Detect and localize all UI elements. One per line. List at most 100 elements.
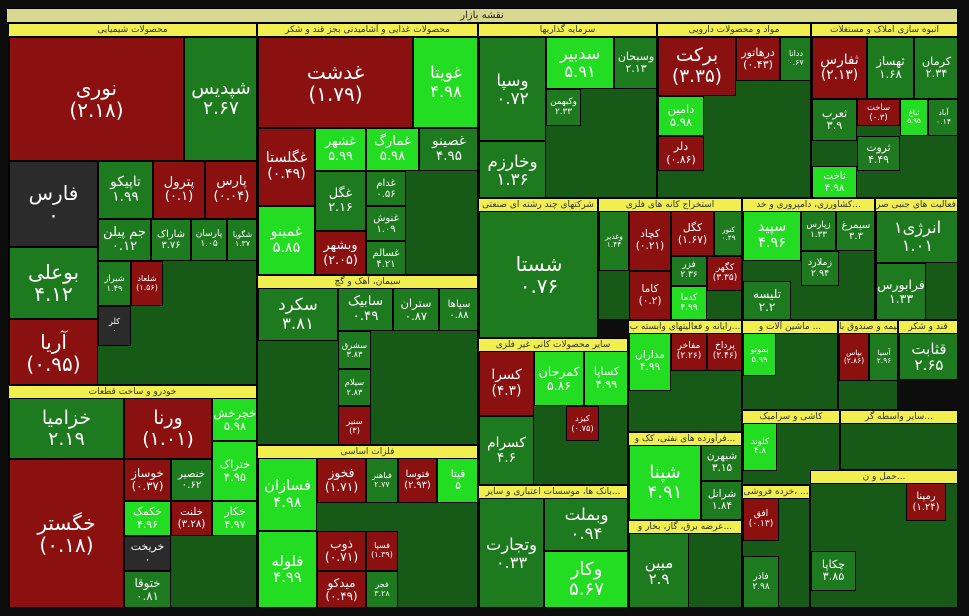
- stock-tile[interactable]: آریا (۰.۹۵): [9, 319, 98, 384]
- stock-tile[interactable]: وبملت ۰.۹۴: [544, 498, 627, 551]
- stock-tile[interactable]: فاذر ۲.۹۸: [743, 556, 779, 607]
- stock-tile[interactable]: زپارس ۱.۳۳: [801, 211, 836, 251]
- stock-tile[interactable]: وکار ۵.۶۷: [544, 551, 627, 607]
- stock-tile[interactable]: غنوش ۱.۰۹: [366, 206, 406, 241]
- stock-tile[interactable]: خگستر (۰.۱۸): [9, 459, 124, 607]
- stock-tile[interactable]: شلعاد (۱.۵۶): [131, 261, 163, 306]
- stock-tile[interactable]: کساپا ۴.۹۹: [584, 351, 627, 406]
- stock-tile[interactable]: غدشت (۱.۷۹): [258, 37, 413, 128]
- stock-tile[interactable]: سابیک ۰.۴۹: [338, 288, 393, 331]
- stock-tile[interactable]: بوعلی ۴.۱۲: [9, 247, 98, 319]
- stock-tile[interactable]: ورنا (۱.۰۱): [124, 398, 212, 459]
- stock-tile[interactable]: غگل ۲.۱۶: [315, 171, 366, 231]
- stock-tile[interactable]: ثفارس (۲.۱۳): [812, 37, 867, 99]
- stock-tile[interactable]: فباهنر ۲.۷۷: [366, 458, 398, 503]
- stock-tile[interactable]: غگلستا (۰.۴۹): [258, 128, 315, 206]
- stock-tile[interactable]: کسرام ۴.۶: [479, 416, 534, 484]
- stock-tile[interactable]: سیاها ۰.۸۸: [439, 288, 477, 331]
- stock-tile[interactable]: ختوقا ۰.۸۱: [124, 571, 171, 607]
- stock-tile[interactable]: وکبهمن ۲.۳۳: [546, 89, 581, 126]
- stock-tile[interactable]: فیتا ۵: [437, 458, 477, 503]
- stock-tile[interactable]: تاپیکو ۱.۹۹: [98, 161, 153, 219]
- stock-tile[interactable]: فخوز (۱.۷۱): [317, 458, 366, 503]
- stock-tile[interactable]: پارسان ۱.۰۵: [191, 219, 227, 261]
- stock-tile[interactable]: شپنا ۴.۹۱: [629, 445, 701, 519]
- stock-tile[interactable]: درهاتور (۰.۴۳): [736, 37, 780, 81]
- stock-tile[interactable]: زملارد ۲.۹۴: [801, 251, 839, 286]
- stock-tile[interactable]: نوری (۲.۱۸): [9, 37, 184, 161]
- stock-tile[interactable]: شبهرن ۳.۱۵: [701, 445, 741, 481]
- stock-tile[interactable]: کنور ۰.۴۹: [714, 211, 741, 256]
- stock-tile[interactable]: شاراک ۳.۷۶: [151, 219, 191, 261]
- stock-tile[interactable]: کاما (۰.۲): [629, 271, 671, 319]
- stock-tile[interactable]: شگویا ۱.۳۷: [227, 219, 256, 261]
- stock-tile[interactable]: شپدیس ۲.۶۷: [184, 37, 256, 161]
- stock-tile[interactable]: ذوب (۰.۷۱): [317, 531, 366, 571]
- stock-tile[interactable]: بپاس (۲.۸۶): [839, 333, 869, 381]
- stock-tile[interactable]: افق (۰.۱۳): [743, 498, 779, 541]
- stock-tile[interactable]: کسرا (۴.۳): [479, 351, 534, 416]
- stock-tile[interactable]: تلیسه ۲.۲: [743, 281, 791, 319]
- stock-tile[interactable]: پرداخ (۲.۴۶): [707, 333, 741, 371]
- stock-tile[interactable]: ثباغ ۵.۹۵: [900, 99, 928, 136]
- stock-tile[interactable]: ثعرب ۳.۹: [812, 99, 857, 141]
- stock-tile[interactable]: جم پیلن ۰.۱۲: [98, 219, 151, 261]
- stock-tile[interactable]: وسپا ۰.۷۲: [479, 37, 546, 141]
- stock-tile[interactable]: سنیر (۳): [338, 406, 371, 444]
- stock-tile[interactable]: وخارزم ۱.۳۶: [479, 141, 546, 197]
- stock-tile[interactable]: غشهر ۵.۹۹: [315, 128, 366, 171]
- stock-tile[interactable]: خچرخش ۵.۹۸: [212, 398, 256, 441]
- stock-tile[interactable]: ساخت (۰.۳): [857, 99, 900, 126]
- stock-tile[interactable]: کدما ۴.۹۹: [671, 286, 707, 319]
- stock-tile[interactable]: غمارگ ۵.۹۸: [366, 128, 419, 171]
- stock-tile[interactable]: غمینو ۵.۸۵: [258, 206, 315, 274]
- stock-tile[interactable]: کیزد (۰.۷۵): [566, 406, 599, 441]
- stock-tile[interactable]: فسازان ۴.۹۸: [258, 458, 317, 531]
- stock-tile[interactable]: غدام ۰.۵۶: [366, 171, 406, 206]
- stock-tile[interactable]: خنصیر ۰.۶۲: [171, 459, 212, 501]
- stock-tile[interactable]: برکت (۳.۳۵): [658, 37, 736, 96]
- stock-tile[interactable]: کلر ۰: [98, 306, 131, 346]
- stock-tile[interactable]: کگل (۱.۶۷): [671, 211, 714, 256]
- stock-tile[interactable]: کلوند ۴.۸: [743, 423, 777, 471]
- stock-tile[interactable]: بموتو ۵.۹۹: [743, 333, 776, 376]
- stock-tile[interactable]: میدکو (۰.۴۹): [317, 571, 366, 607]
- stock-tile[interactable]: دامین ۵.۹۸: [658, 96, 704, 136]
- stock-tile[interactable]: فجر ۳.۲۸: [366, 571, 398, 607]
- stock-tile[interactable]: کچاد (۰.۲۱): [629, 211, 671, 271]
- stock-tile[interactable]: انرژی۱ ۱.۰۱: [876, 211, 957, 263]
- stock-tile[interactable]: ثروت ۴.۴۹: [857, 136, 900, 171]
- stock-tile[interactable]: سپید ۴.۹۶: [743, 211, 801, 261]
- stock-tile[interactable]: وتجارت ۰.۳۳: [479, 498, 544, 607]
- stock-tile[interactable]: دلر (۰.۸۶): [658, 136, 704, 171]
- stock-tile[interactable]: خریخت ۰: [124, 536, 171, 571]
- stock-tile[interactable]: پارس (۰.۰۴): [205, 161, 256, 219]
- stock-tile[interactable]: سیلام ۲.۸۳: [338, 369, 371, 406]
- stock-tile[interactable]: شستا ۰.۷۶: [479, 211, 597, 337]
- stock-tile[interactable]: غسالم ۴.۲۱: [366, 241, 406, 274]
- stock-tile[interactable]: غویتا ۴.۹۸: [413, 37, 477, 128]
- stock-tile[interactable]: خکار ۴.۹۷: [212, 501, 256, 536]
- stock-tile[interactable]: کگهر (۳.۳۵): [707, 256, 741, 291]
- stock-tile[interactable]: وسبحان ۲.۱۳: [614, 37, 656, 89]
- stock-tile[interactable]: سیمرغ ۳.۳: [836, 211, 874, 251]
- stock-tile[interactable]: پترول (۰.۱): [153, 161, 205, 219]
- stock-tile[interactable]: مداران ۴.۹۹: [629, 333, 671, 391]
- stock-tile[interactable]: چکاپا ۳.۸۵: [811, 551, 856, 591]
- stock-tile[interactable]: سکرد ۳.۸۱: [258, 288, 338, 341]
- stock-tile[interactable]: سدبیر ۵.۹۱: [546, 37, 614, 89]
- stock-tile[interactable]: شیراز ۱.۴۹: [98, 261, 131, 306]
- stock-tile[interactable]: خکمک ۴.۹۶: [124, 501, 171, 536]
- stock-tile[interactable]: کرمان ۲.۳۴: [914, 37, 957, 99]
- stock-tile[interactable]: غصینو ۴.۹۵: [419, 128, 477, 171]
- stock-tile[interactable]: فسپا (۱.۳۹): [366, 531, 398, 571]
- stock-tile[interactable]: فرابورس ۱.۳۳: [876, 263, 926, 319]
- stock-tile[interactable]: فتوسا (۲.۹۳): [398, 458, 437, 503]
- stock-tile[interactable]: فارس ۰: [9, 161, 98, 247]
- stock-tile[interactable]: قثابت ۲.۶۵: [899, 333, 957, 379]
- stock-tile[interactable]: سشرق ۳.۸۳: [338, 331, 371, 369]
- stock-tile[interactable]: ختراک ۴.۹۵: [212, 441, 256, 501]
- stock-tile[interactable]: ددانا ۰.۶۷: [780, 37, 810, 81]
- stock-tile[interactable]: آباد ۰.۱۴: [928, 99, 957, 136]
- stock-tile[interactable]: آسیا ۲.۹۶: [869, 333, 897, 381]
